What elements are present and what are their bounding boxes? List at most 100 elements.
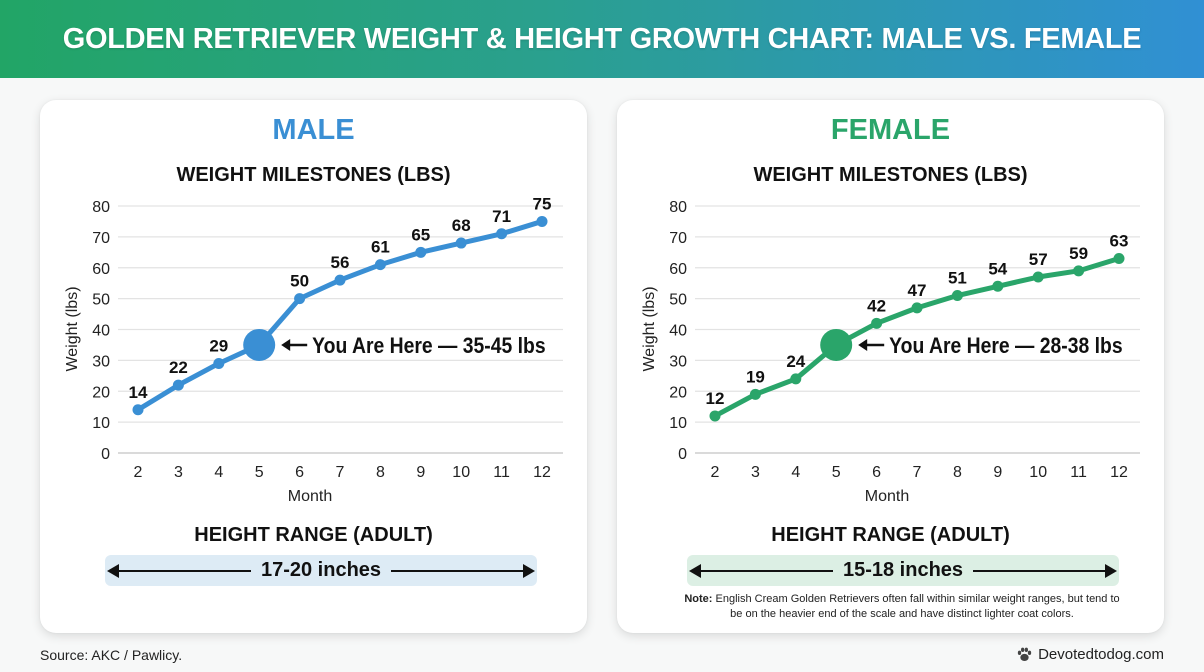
right-arrow-icon [973,563,1117,578]
y-axis-label: Weight (lbs) [64,286,81,371]
page-title: GOLDEN RETRIEVER WEIGHT & HEIGHT GROWTH … [62,22,1142,55]
data-point [334,274,346,286]
x-tick-label: 3 [751,464,760,481]
x-tick-label: 10 [452,464,470,481]
y-tick-label: 30 [92,353,110,370]
data-point [1073,265,1085,277]
you-are-here-marker [243,328,276,361]
data-label: 24 [786,352,805,371]
x-tick-label: 9 [416,464,425,481]
x-tick-label: 4 [791,464,800,481]
female-weight-chart: 0 10 20 30 40 50 60 70 80 2 3 4 5 6 7 8 9 10 11 12 Month Weig… [641,199,1140,505]
data-label: 65 [411,225,430,244]
female-height-title: HEIGHT RANGE (ADULT) [771,524,1010,546]
data-label: 71 [492,207,511,226]
data-label: 51 [948,269,967,288]
x-tick-label: 2 [134,464,143,481]
y-tick-label: 50 [92,292,110,309]
female-card: FEMALE WEIGHT MILESTONES (LBS) 0 10 20 30 40… [617,100,1164,633]
y-tick-label: 70 [92,230,110,247]
y-tick-label: 0 [101,446,110,463]
title-banner: GOLDEN RETRIEVER WEIGHT & HEIGHT GROWTH … [0,0,1204,78]
data-point [1032,271,1044,283]
data-label: 56 [331,253,350,272]
data-label: 19 [746,367,765,386]
y-tick-label: 10 [669,415,687,432]
you-are-here-marker [820,328,853,361]
male-chart-title: WEIGHT MILESTONES (LBS) [176,164,451,186]
x-tick-label: 8 [376,464,385,481]
you-are-here-label: You Are Here — 35-45 lbs [312,334,545,358]
y-tick-label: 20 [669,384,687,401]
data-label: 12 [706,389,725,408]
y-tick-label: 40 [669,323,687,340]
x-tick-label: 11 [493,464,510,481]
x-axis-label: Month [288,488,332,505]
data-point [455,237,467,249]
x-tick-label: 2 [711,464,720,481]
data-label: 57 [1029,250,1048,269]
data-label: 47 [908,281,927,300]
female-height-value: 15-18 inches [842,559,964,581]
data-label: 61 [371,238,390,257]
female-chart-title: WEIGHT MILESTONES (LBS) [753,164,1028,186]
x-axis-label: Month [865,488,909,505]
source-credit: Source: AKC / Pawlicy. [40,647,183,663]
data-label: 50 [290,272,309,291]
male-height-value: 17-20 inches [260,559,382,581]
female-heading: FEMALE [830,114,951,146]
y-tick-label: 60 [92,261,110,278]
note-text: English Cream Golden Retrievers often fa… [712,593,1120,620]
data-point [992,280,1004,292]
y-tick-label: 0 [678,446,687,463]
data-label: 22 [169,358,188,377]
left-arrow-icon [689,563,833,578]
x-tick-label: 11 [1070,464,1087,481]
x-tick-label: 8 [953,464,962,481]
data-point [951,290,963,302]
left-arrow-icon [107,563,251,578]
y-tick-label: 80 [92,199,110,216]
data-point [749,388,761,400]
data-point [790,373,802,385]
data-label: 42 [867,296,886,315]
data-point [415,246,427,258]
x-tick-label: 10 [1029,464,1047,481]
data-point [294,293,306,305]
brand-credit: Devotedtodog.com [1016,646,1164,663]
brand-name: Devotedtodog.com [1038,646,1164,663]
y-axis-label: Weight (lbs) [641,286,658,371]
data-label: 68 [452,216,471,235]
data-point [1113,252,1125,264]
x-tick-label: 9 [993,464,1002,481]
x-tick-label: 6 [872,464,881,481]
y-tick-label: 70 [669,230,687,247]
data-point [172,379,184,391]
data-point [911,302,923,314]
you-are-here-annotation: You Are Here — 35-45 lbs [281,334,546,358]
y-tick-label: 80 [669,199,687,216]
weight-line [135,218,545,413]
male-height-range: 17-20 inches [105,555,537,586]
data-point [374,259,386,271]
data-point [709,410,721,422]
data-label: 14 [129,383,148,402]
english-cream-note: Note: English Cream Golden Retrievers of… [677,592,1127,622]
data-label: 29 [209,336,228,355]
data-label: 75 [533,194,552,213]
x-tick-label: 5 [255,464,264,481]
paw-icon [1017,647,1032,661]
data-point [871,317,883,329]
y-tick-label: 60 [669,261,687,278]
you-are-here-label: You Are Here — 28-38 lbs [889,334,1122,358]
x-tick-label: 12 [1110,464,1128,481]
you-are-here-annotation: You Are Here — 28-38 lbs [858,334,1123,358]
female-height-range: 15-18 inches [687,555,1119,586]
data-label: 54 [988,259,1007,278]
y-tick-label: 40 [92,323,110,340]
x-tick-label: 5 [832,464,841,481]
data-label: 59 [1069,244,1088,263]
data-point [536,215,548,227]
note-label: Note: [684,593,713,605]
